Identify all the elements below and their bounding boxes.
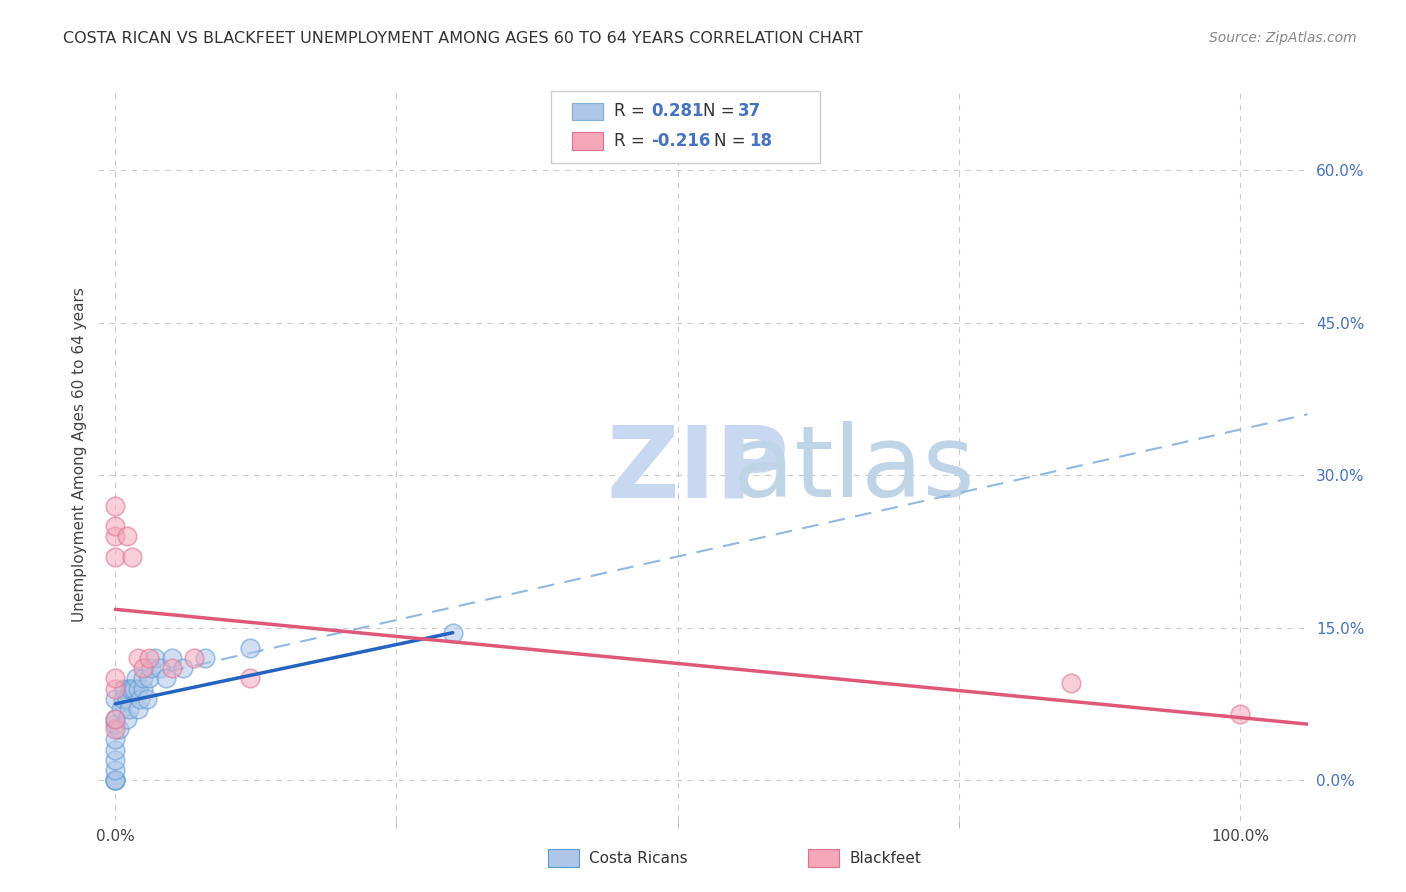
Text: atlas: atlas: [606, 421, 974, 518]
Point: [104, 753, 127, 767]
Point: [135, 691, 157, 706]
Point: [115, 712, 138, 726]
Y-axis label: Unemployment Among Ages 60 to 64 years: Unemployment Among Ages 60 to 64 years: [72, 287, 87, 623]
Point: [104, 772, 127, 787]
Point: [155, 672, 177, 686]
Point: [104, 723, 127, 737]
Point: [104, 732, 127, 747]
Point: [127, 681, 149, 696]
Point: [118, 681, 141, 696]
Text: Blackfeet: Blackfeet: [849, 851, 921, 865]
Point: [172, 661, 194, 675]
Point: [1060, 676, 1083, 690]
Point: [441, 625, 464, 640]
Point: [239, 672, 262, 686]
Text: R =: R =: [614, 103, 651, 120]
Point: [104, 529, 127, 543]
Text: 18: 18: [749, 132, 772, 150]
Point: [104, 712, 127, 726]
Text: 37: 37: [738, 103, 762, 120]
Point: [121, 681, 143, 696]
Point: [104, 549, 127, 564]
Text: -0.216: -0.216: [651, 132, 710, 150]
Point: [104, 742, 127, 756]
Point: [143, 651, 166, 665]
Point: [129, 691, 152, 706]
Point: [115, 691, 138, 706]
Point: [104, 763, 127, 777]
Text: N =: N =: [714, 132, 751, 150]
Text: COSTA RICAN VS BLACKFEET UNEMPLOYMENT AMONG AGES 60 TO 64 YEARS CORRELATION CHAR: COSTA RICAN VS BLACKFEET UNEMPLOYMENT AM…: [63, 31, 863, 46]
Point: [132, 672, 155, 686]
Point: [127, 651, 149, 665]
Point: [104, 672, 127, 686]
Point: [138, 651, 160, 665]
Point: [132, 681, 155, 696]
Point: [124, 672, 146, 686]
Point: [118, 702, 141, 716]
Point: [160, 651, 183, 665]
Point: [194, 651, 217, 665]
Point: [104, 772, 127, 787]
Text: Costa Ricans: Costa Ricans: [589, 851, 688, 865]
Point: [121, 549, 143, 564]
Point: [124, 681, 146, 696]
Point: [239, 640, 262, 655]
Text: R =: R =: [614, 132, 651, 150]
Point: [115, 529, 138, 543]
Text: 0.281: 0.281: [651, 103, 703, 120]
Point: [104, 499, 127, 513]
Point: [104, 519, 127, 533]
Point: [112, 691, 135, 706]
Point: [149, 661, 172, 675]
Point: [132, 661, 155, 675]
Point: [160, 661, 183, 675]
Point: [104, 712, 127, 726]
Point: [104, 691, 127, 706]
Point: [104, 681, 127, 696]
Point: [183, 651, 205, 665]
Text: Source: ZipAtlas.com: Source: ZipAtlas.com: [1209, 31, 1357, 45]
Text: N =: N =: [703, 103, 740, 120]
Point: [1229, 706, 1251, 721]
Point: [107, 723, 129, 737]
Point: [104, 717, 127, 731]
Point: [138, 672, 160, 686]
Point: [141, 661, 163, 675]
Point: [127, 702, 149, 716]
Point: [104, 772, 127, 787]
Text: ZIP: ZIP: [606, 421, 789, 518]
Point: [112, 681, 135, 696]
Point: [110, 702, 132, 716]
